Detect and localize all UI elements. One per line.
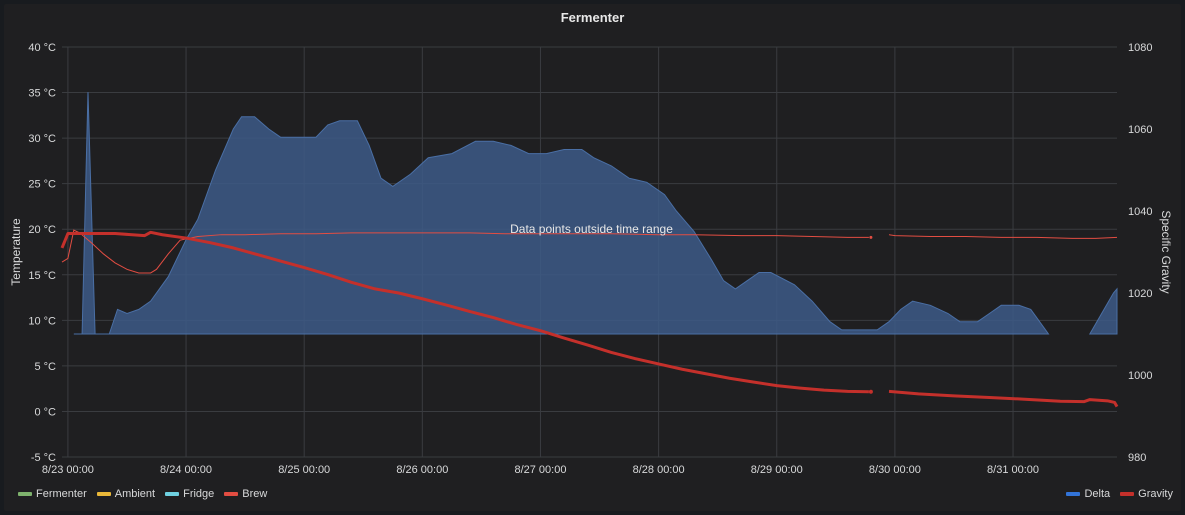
x-tick-label: 8/30 00:00 — [869, 464, 921, 476]
y-left-tick-label: -5 °C — [31, 452, 56, 464]
x-tick-label: 8/23 00:00 — [42, 464, 94, 476]
y-left-tick-label: 40 °C — [28, 42, 56, 54]
legend-label: Gravity — [1138, 488, 1173, 500]
panel-title[interactable]: Fermenter — [560, 10, 625, 25]
x-tick-label: 8/25 00:00 — [278, 464, 330, 476]
y-left-tick-label: 35 °C — [28, 88, 56, 100]
y-right-tick-label: 1000 — [1128, 370, 1152, 382]
y-left-tick-label: 15 °C — [28, 270, 56, 282]
legend-item-ambient[interactable]: Ambient — [96, 488, 156, 500]
legend-label: Brew — [242, 488, 268, 500]
legend-item-delta[interactable]: Delta — [1066, 488, 1110, 500]
y-right-axis-title: Specific Gravity — [1159, 210, 1173, 293]
y-left-axis-title: Temperature — [9, 218, 23, 286]
legend-swatch — [1120, 492, 1135, 496]
outside-range-notice: Data points outside time range — [510, 222, 673, 236]
legend-swatch — [18, 492, 32, 496]
legend-swatch — [1066, 492, 1081, 496]
legend-item-fridge[interactable]: Fridge — [165, 488, 214, 500]
x-tick-label: 8/27 00:00 — [514, 464, 566, 476]
y-left-tick-label: 10 °C — [28, 315, 56, 327]
brew-series-line[interactable] — [61, 229, 869, 274]
brew-series-line[interactable] — [888, 234, 1118, 239]
legend-swatch — [224, 492, 239, 496]
y-left-tick-label: 5 °C — [34, 361, 56, 373]
gravity-series-line[interactable] — [60, 230, 869, 394]
x-tick-label: 8/26 00:00 — [396, 464, 448, 476]
y-right-tick-label: 1040 — [1128, 206, 1152, 218]
x-tick-label: 8/24 00:00 — [160, 464, 212, 476]
y-right-tick-label: 1020 — [1128, 288, 1152, 300]
y-left-tick-label: 25 °C — [28, 179, 56, 191]
y-right-tick-label: 1080 — [1128, 42, 1152, 54]
x-tick-label: 8/28 00:00 — [633, 464, 685, 476]
legend-left: Fermenter Ambient Fridge Brew — [18, 488, 267, 500]
legend-right: Delta Gravity — [1066, 488, 1173, 500]
legend-label: Fermenter — [36, 488, 87, 500]
gravity-point — [868, 389, 873, 394]
legend-label: Fridge — [183, 488, 215, 500]
delta-series-area[interactable] — [1088, 287, 1118, 335]
gravity-series-line[interactable] — [888, 389, 1119, 408]
y-left-tick-label: 30 °C — [28, 133, 56, 145]
legend-label: Ambient — [114, 488, 156, 500]
y-right-tick-label: 1060 — [1128, 124, 1152, 136]
legend-item-fermenter[interactable]: Fermenter — [18, 488, 87, 500]
y-right-tick-label: 980 — [1128, 452, 1146, 464]
delta-series-area[interactable] — [73, 92, 1050, 335]
x-tick-label: 8/31 00:00 — [987, 464, 1039, 476]
legend-item-brew[interactable]: Brew — [224, 488, 267, 500]
y-left-tick-label: 0 °C — [34, 406, 56, 418]
legend-swatch — [96, 492, 111, 496]
legend-label: Delta — [1084, 488, 1111, 500]
legend-swatch — [165, 492, 180, 496]
legend-item-gravity[interactable]: Gravity — [1120, 488, 1173, 500]
y-left-tick-label: 20 °C — [28, 224, 56, 236]
brew-point — [869, 235, 873, 239]
x-tick-label: 8/29 00:00 — [751, 464, 803, 476]
